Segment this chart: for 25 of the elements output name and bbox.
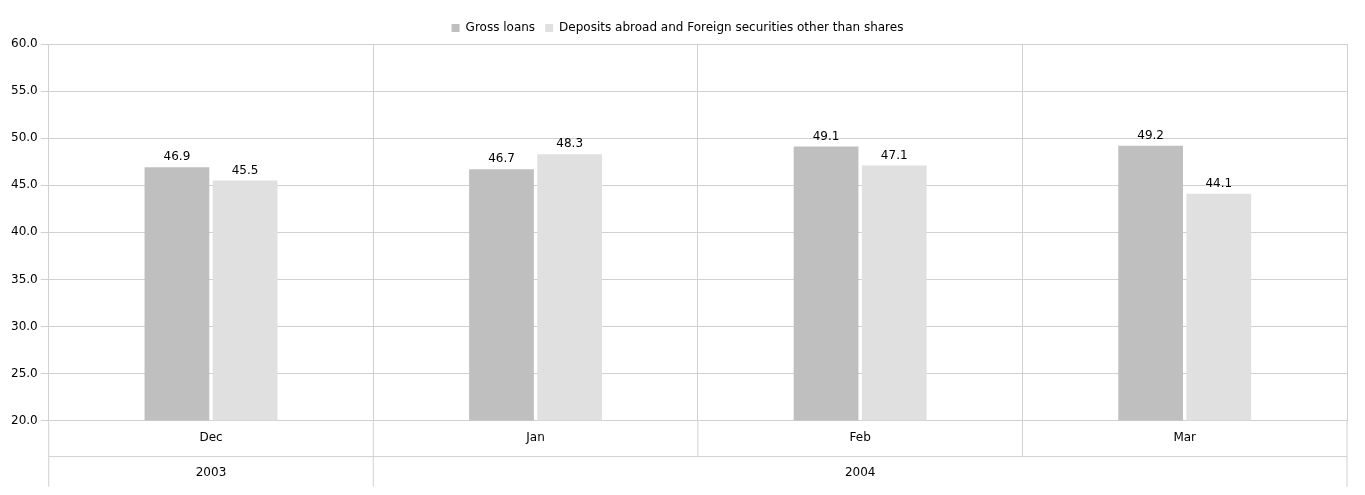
y-tick-label: 60.0 (11, 36, 38, 51)
y-tick-label: 30.0 (11, 318, 38, 333)
x-tick-label: Feb (849, 429, 871, 444)
data-label: 45.5 (231, 162, 259, 177)
x-tick-label: Dec (199, 429, 223, 444)
x-tick-label: Jan (525, 429, 545, 444)
x-tick-label: Mar (1173, 429, 1197, 444)
y-tick-label: 40.0 (11, 224, 38, 239)
data-label: 48.3 (556, 136, 584, 151)
data-label: 46.9 (163, 149, 191, 164)
legend-label: Gross loans (465, 20, 536, 35)
data-label: 44.1 (1205, 175, 1233, 190)
y-tick-label: 35.0 (11, 271, 38, 286)
data-label: 49.1 (812, 128, 840, 143)
y-tick-label: 55.0 (11, 83, 38, 98)
data-label: 46.7 (488, 151, 515, 166)
text: 2003 (195, 464, 227, 479)
data-label: 49.2 (1137, 127, 1164, 142)
y-tick-label: 25.0 (11, 365, 38, 380)
y-tick-label: 20.0 (11, 412, 38, 427)
legend-label: Deposits abroad and Foreign securities other than shares (559, 20, 904, 35)
y-tick-label: 50.0 (11, 130, 38, 145)
y-tick-label: 45.0 (11, 177, 38, 192)
data-label: 47.1 (880, 147, 908, 162)
text: 2004 (844, 464, 876, 479)
